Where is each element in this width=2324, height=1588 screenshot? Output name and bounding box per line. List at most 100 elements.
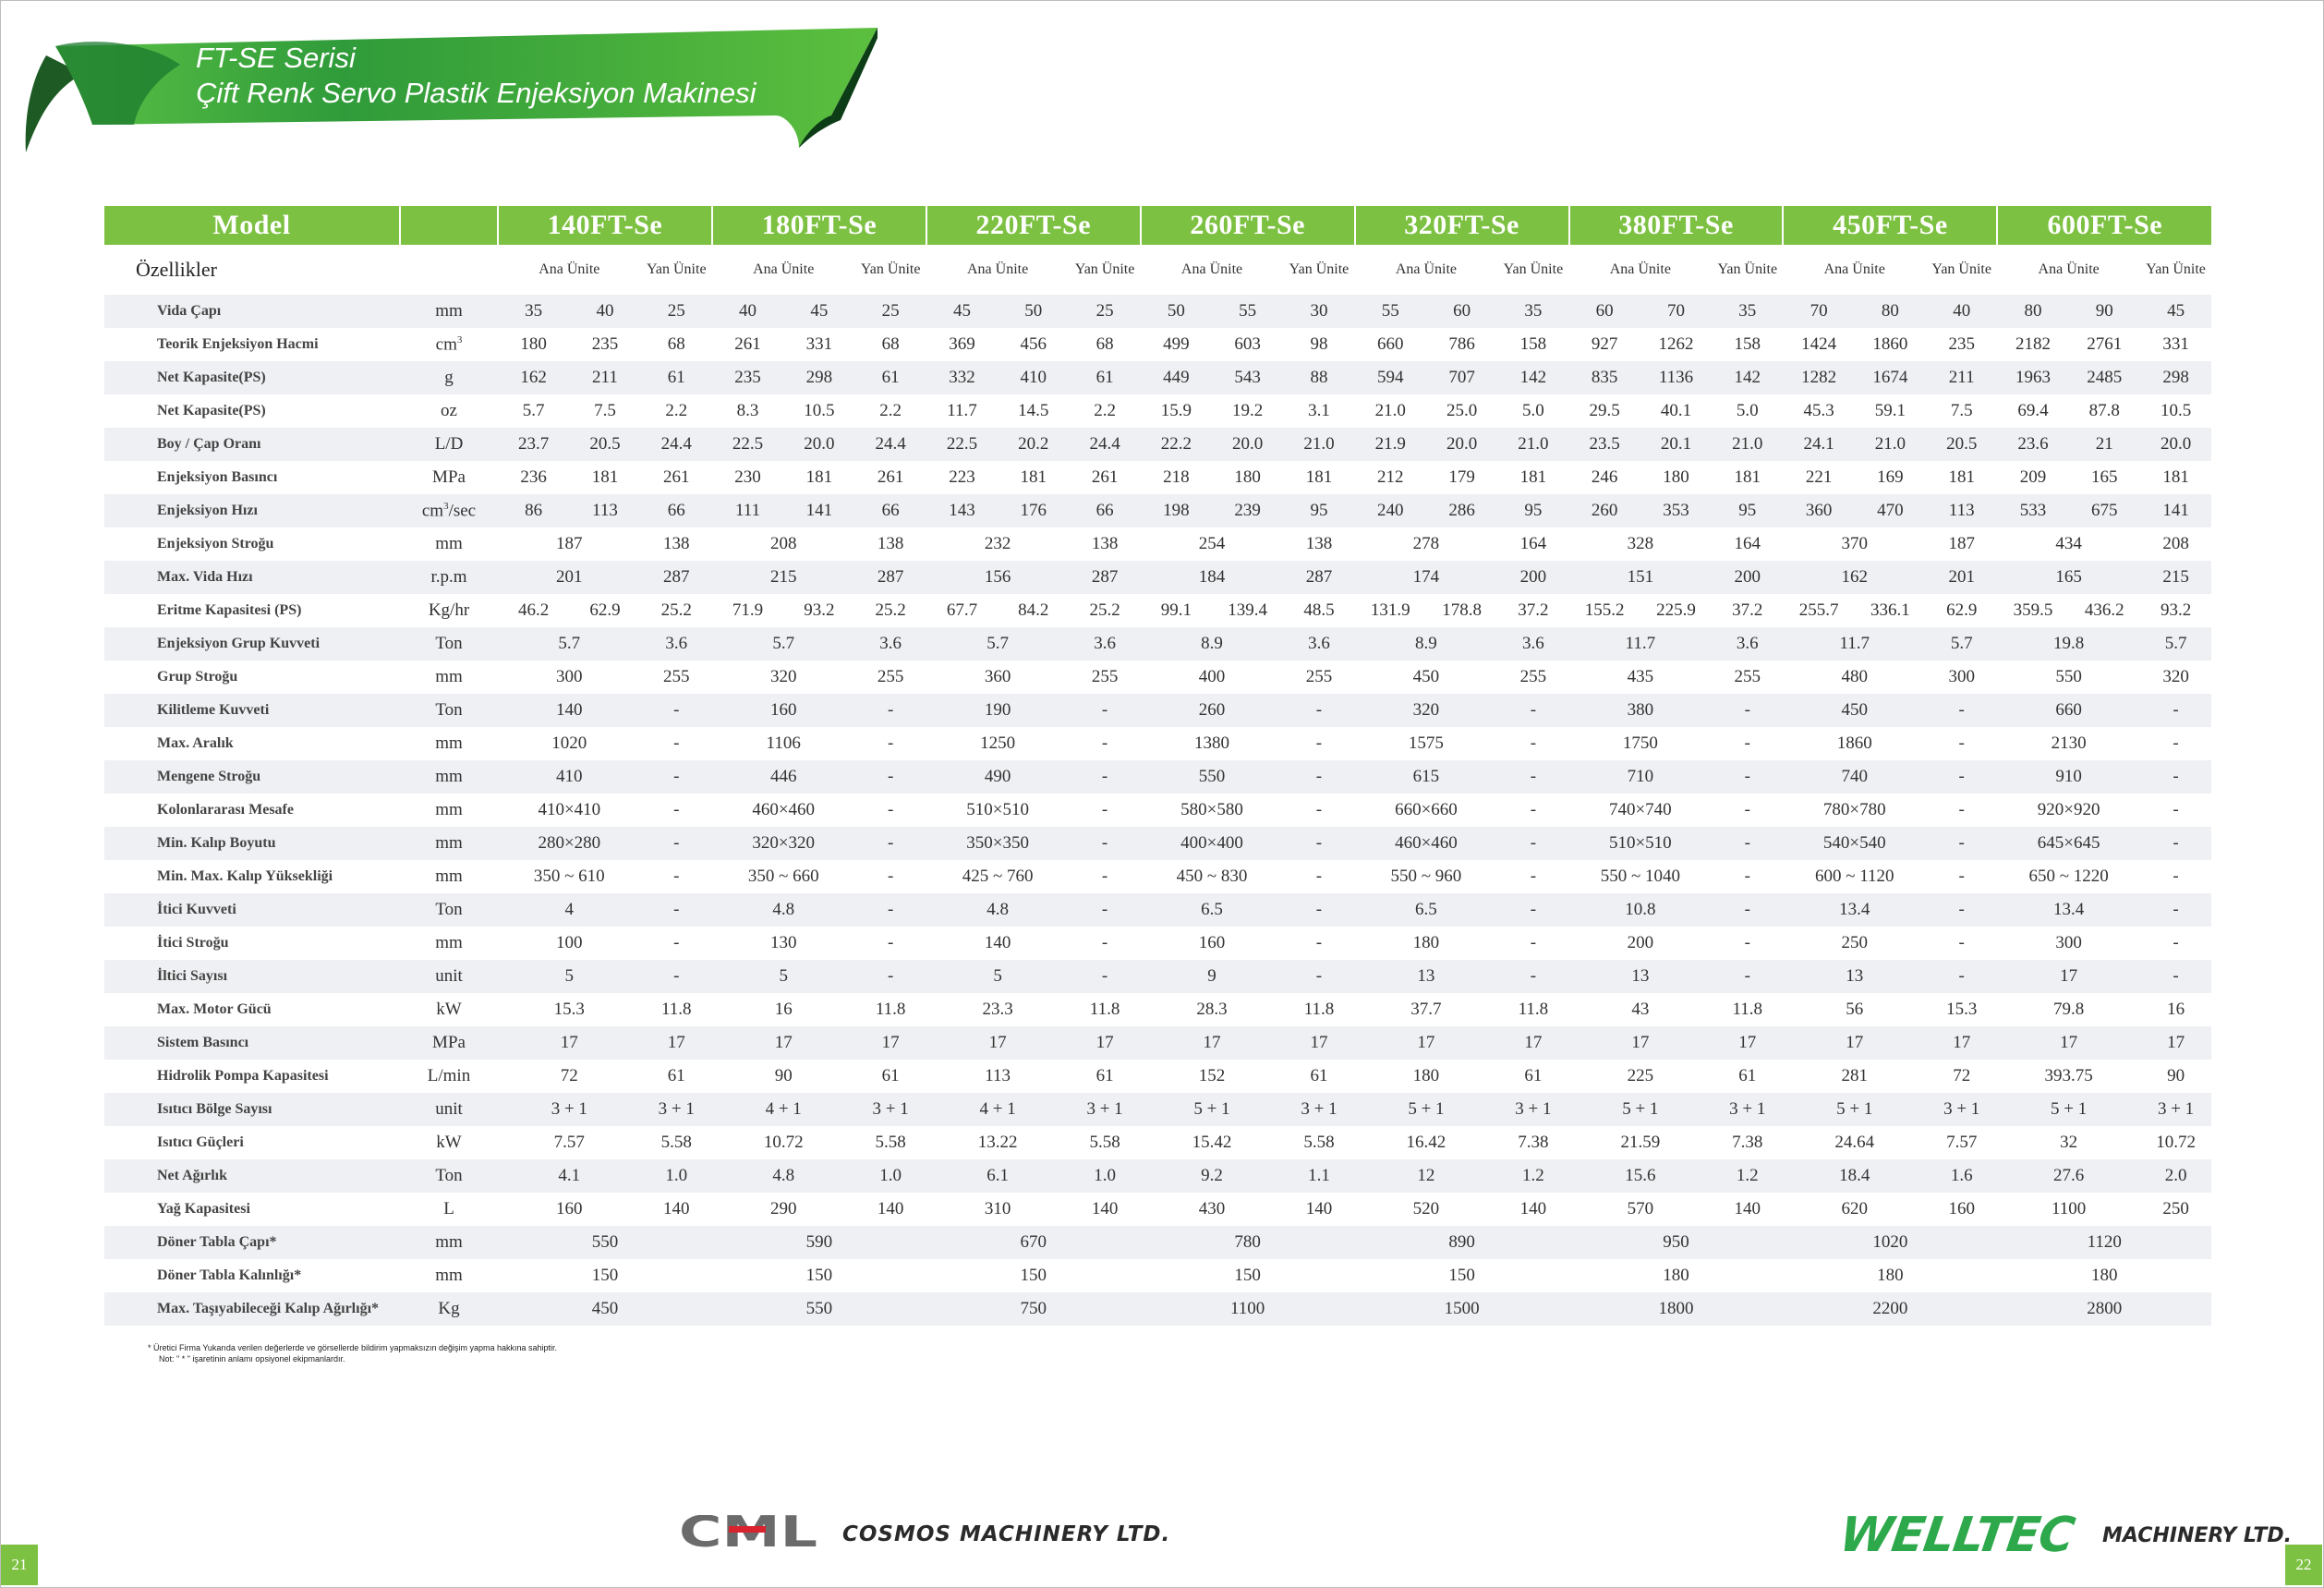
spec-value-yan: - <box>1712 794 1784 827</box>
spec-value-ana-2: 470 <box>1854 494 1927 527</box>
model-name: 450FT-Se <box>1783 206 1999 245</box>
spec-label: Min. Max. Kalıp Yüksekliği <box>104 860 400 893</box>
yan-unit-label: Yan Ünite <box>1503 261 1564 277</box>
spec-value-yan: 20.5 <box>1926 428 1998 461</box>
spec-value-ana-1: 1424 <box>1783 328 1855 361</box>
spec-value-ana-1: 236 <box>498 461 570 494</box>
spec-value-ana-2: 1136 <box>1640 361 1713 394</box>
spec-value-ana-1: 23.6 <box>1997 428 2069 461</box>
spec-value-ana: 400×400 <box>1140 827 1284 860</box>
spec-row: Net Kapasite(PS) g 162 211 61 235 298 61 332 410 6… <box>104 361 2212 394</box>
spec-value-ana: 13.22 <box>926 1126 1070 1159</box>
spec-value-yan: 37.2 <box>1712 594 1784 627</box>
spec-value-ana-1: 223 <box>926 461 999 494</box>
spec-value-yan: - <box>1497 694 1569 727</box>
spec-value-yan: 142 <box>1712 361 1784 394</box>
spec-value-yan: - <box>854 727 926 760</box>
spec-value-ana: 8.9 <box>1354 627 1498 661</box>
spec-value-ana: 17 <box>926 1026 1070 1060</box>
spec-value-ana: 180 <box>1354 927 1498 960</box>
spec-value-yan: - <box>640 893 712 927</box>
spec-value-yan: - <box>1069 827 1141 860</box>
spec-value-ana-2: 2485 <box>2068 361 2140 394</box>
spec-value-yan: 1.2 <box>1712 1159 1784 1193</box>
spec-value-yan: - <box>1069 927 1141 960</box>
spec-value-ana-2: 20.0 <box>1425 428 1498 461</box>
spec-value-ana: 5 <box>498 960 641 993</box>
spec-value-ana: 208 <box>711 527 855 561</box>
spec-unit: Kg <box>400 1292 498 1326</box>
unit-header-row: Özellikler Ana Ünite Yan Ünite Ana Ünite Yan… <box>104 245 2211 295</box>
spec-value-ana: 540×540 <box>1783 827 1927 860</box>
spec-value: 890 <box>1354 1226 1569 1259</box>
spec-value-yan: 25.2 <box>1069 594 1141 627</box>
spec-value-ana: 37.7 <box>1354 993 1498 1026</box>
spec-value-ana: 9.2 <box>1140 1159 1284 1193</box>
spec-value-ana: 510×510 <box>926 794 1070 827</box>
spec-unit: g <box>400 361 498 394</box>
spec-value-ana: 434 <box>1997 527 2140 561</box>
spec-value-ana-2: 59.1 <box>1854 394 1927 428</box>
spec-value-yan: 25.2 <box>640 594 712 627</box>
spec-value-ana: 320 <box>1354 694 1498 727</box>
spec-value-ana: 225 <box>1568 1060 1713 1093</box>
spec-value-yan: - <box>1069 893 1141 927</box>
spec-value-ana-2: 180 <box>1640 461 1713 494</box>
spec-value-ana-1: 143 <box>926 494 999 527</box>
spec-row: Kilitleme Kuvveti Ton 140-160-190-260-320-… <box>104 694 2212 727</box>
spec-value: 180 <box>1568 1259 1784 1292</box>
spec-value-ana-1: 50 <box>1140 295 1213 328</box>
spec-value-ana-2: 603 <box>1212 328 1284 361</box>
spec-value-ana: 350 ~ 660 <box>711 860 855 893</box>
spec-value-yan: 5.7 <box>1926 627 1998 661</box>
spec-unit: Kg/hr <box>400 594 498 627</box>
spec-value-ana: 215 <box>711 561 855 594</box>
page-number-right: 22 <box>2285 1545 2322 1585</box>
yan-unit-label: Yan Ünite <box>2146 261 2206 277</box>
spec-value-ana: 920×920 <box>1997 794 2140 827</box>
spec-value-ana: 156 <box>926 561 1070 594</box>
spec-value-ana-1: 21.0 <box>1354 394 1426 428</box>
spec-unit: MPa <box>400 461 498 494</box>
spec-value-yan: 138 <box>1069 527 1141 561</box>
spec-value-yan: 61 <box>1069 361 1141 394</box>
spec-value-yan: 37.2 <box>1497 594 1569 627</box>
spec-value-ana: 7.57 <box>498 1126 641 1159</box>
spec-value-ana: 5 <box>926 960 1070 993</box>
spec-value-yan: 3.6 <box>1283 627 1355 661</box>
spec-value-yan: 61 <box>1497 1060 1569 1093</box>
spec-value-yan: 72 <box>1926 1060 1998 1093</box>
spec-value-ana-1: 332 <box>926 361 999 394</box>
spec-value-ana: 16 <box>711 993 855 1026</box>
spec-row: Teorik Enjeksiyon Hacmi cm3 180 235 68 261 331… <box>104 328 2212 361</box>
spec-value-yan: 17 <box>1497 1026 1569 1060</box>
spec-value-ana-1: 255.7 <box>1783 594 1855 627</box>
spec-label: Enjeksiyon Hızı <box>104 494 400 527</box>
spec-value-ana-1: 70 <box>1783 295 1855 328</box>
spec-row: Hidrolik Pompa Kapasitesi L/min 72 61 90 61 11… <box>104 1060 2212 1093</box>
spec-value-ana-2: 84.2 <box>998 594 1070 627</box>
spec-value-ana-1: 99.1 <box>1140 594 1213 627</box>
spec-value-ana: 320×320 <box>711 827 855 860</box>
spec-label: Yağ Kapasitesi <box>104 1193 400 1226</box>
spec-value-yan: - <box>1497 827 1569 860</box>
spec-value-ana: 410×410 <box>498 794 641 827</box>
spec-value-yan: 25 <box>1069 295 1141 328</box>
spec-value-ana-2: 2761 <box>2068 328 2140 361</box>
spec-value-ana: 17 <box>711 1026 855 1060</box>
spec-row: Enjeksiyon Basıncı MPa 236 181 261 230 181 261 2… <box>104 461 2212 494</box>
spec-value-yan: 140 <box>1283 1193 1355 1226</box>
spec-value-yan: - <box>1712 760 1784 794</box>
spec-value-yan: 17 <box>1069 1026 1141 1060</box>
spec-value-ana: 5 + 1 <box>1783 1093 1927 1126</box>
spec-label: Net Kapasite(PS) <box>104 361 400 394</box>
spec-value-yan: 215 <box>2139 561 2212 594</box>
spec-value-ana-2: 456 <box>998 328 1070 361</box>
spec-value-yan: - <box>1712 960 1784 993</box>
spec-unit: unit <box>400 960 498 993</box>
spec-value-ana: 460×460 <box>711 794 855 827</box>
spec-value-ana: 187 <box>498 527 641 561</box>
spec-value-ana: 5 + 1 <box>1997 1093 2140 1126</box>
spec-value-ana-2: 21.0 <box>1854 428 1927 461</box>
features-label: Özellikler <box>136 258 217 281</box>
